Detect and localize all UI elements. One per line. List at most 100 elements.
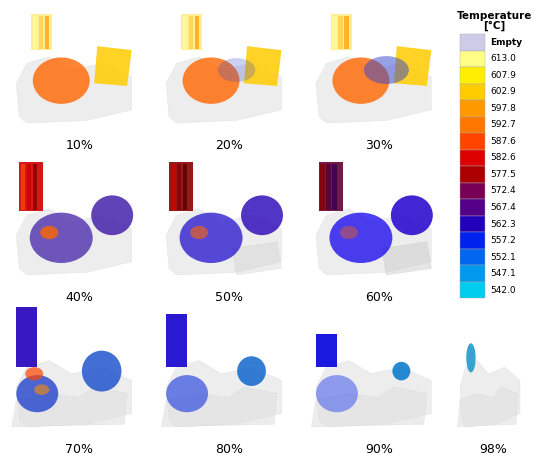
Polygon shape [31, 14, 52, 50]
Bar [460, 67, 485, 84]
Polygon shape [44, 16, 49, 49]
Polygon shape [332, 16, 337, 49]
Text: 40%: 40% [65, 291, 93, 304]
Polygon shape [183, 16, 187, 49]
Polygon shape [16, 361, 132, 427]
Polygon shape [189, 16, 193, 49]
Ellipse shape [316, 375, 358, 412]
Bar [460, 100, 485, 117]
Ellipse shape [40, 226, 58, 239]
Bar [460, 50, 485, 67]
Text: 597.8: 597.8 [490, 104, 516, 113]
Polygon shape [183, 163, 187, 210]
Text: 30%: 30% [365, 139, 393, 152]
Ellipse shape [391, 195, 433, 235]
Polygon shape [345, 16, 349, 49]
Text: 577.5: 577.5 [490, 170, 516, 179]
Ellipse shape [340, 226, 358, 239]
Polygon shape [176, 163, 181, 210]
Polygon shape [332, 163, 337, 210]
Bar [460, 150, 485, 166]
Ellipse shape [25, 367, 43, 381]
Ellipse shape [183, 57, 240, 104]
Ellipse shape [16, 375, 58, 412]
Polygon shape [166, 57, 281, 123]
Text: Empty: Empty [490, 38, 523, 47]
Polygon shape [16, 209, 132, 275]
Polygon shape [27, 163, 31, 210]
Polygon shape [162, 387, 277, 427]
Polygon shape [12, 387, 127, 427]
Text: 10%: 10% [65, 139, 93, 152]
Ellipse shape [332, 57, 389, 104]
Polygon shape [166, 209, 281, 275]
Text: 70%: 70% [65, 443, 93, 456]
Text: 592.7: 592.7 [490, 120, 516, 130]
Ellipse shape [237, 356, 266, 386]
Polygon shape [460, 361, 520, 427]
Text: 557.2: 557.2 [490, 236, 516, 245]
Bar [460, 34, 485, 50]
Text: [°C]: [°C] [483, 20, 505, 31]
Text: 602.9: 602.9 [490, 88, 516, 96]
Bar [460, 199, 485, 216]
Polygon shape [170, 163, 175, 210]
Bar [460, 282, 485, 298]
Ellipse shape [218, 58, 255, 82]
Polygon shape [382, 242, 431, 275]
Ellipse shape [166, 375, 208, 412]
Ellipse shape [30, 213, 93, 263]
Ellipse shape [34, 384, 49, 395]
Bar [460, 216, 485, 232]
Text: 582.6: 582.6 [490, 153, 516, 163]
Polygon shape [16, 294, 37, 367]
Bar [460, 183, 485, 199]
Text: 50%: 50% [215, 291, 243, 304]
Polygon shape [19, 162, 43, 211]
Bar [460, 232, 485, 249]
Polygon shape [232, 242, 281, 275]
Polygon shape [338, 16, 343, 49]
Polygon shape [94, 46, 132, 86]
Ellipse shape [91, 195, 133, 235]
Polygon shape [316, 209, 431, 275]
Ellipse shape [82, 350, 122, 392]
Bar [460, 84, 485, 100]
Polygon shape [181, 14, 202, 50]
Text: 613.0: 613.0 [490, 54, 516, 63]
Text: 547.1: 547.1 [490, 269, 516, 278]
Ellipse shape [33, 57, 90, 104]
Bar [460, 133, 485, 150]
Text: 572.4: 572.4 [490, 187, 516, 195]
Polygon shape [458, 387, 518, 427]
Ellipse shape [190, 226, 208, 239]
Polygon shape [394, 46, 431, 86]
Ellipse shape [392, 362, 411, 381]
Text: 60%: 60% [365, 291, 393, 304]
Text: 607.9: 607.9 [490, 71, 516, 80]
Text: 20%: 20% [215, 139, 243, 152]
Bar [460, 166, 485, 183]
Polygon shape [195, 16, 199, 49]
Text: 587.6: 587.6 [490, 137, 516, 146]
Ellipse shape [180, 213, 242, 263]
Text: 542.0: 542.0 [490, 286, 516, 294]
Polygon shape [33, 16, 37, 49]
Bar [460, 249, 485, 265]
Ellipse shape [364, 56, 409, 84]
Text: 80%: 80% [215, 443, 243, 456]
Polygon shape [319, 162, 343, 211]
Polygon shape [331, 14, 352, 50]
Polygon shape [166, 314, 187, 367]
Ellipse shape [330, 213, 392, 263]
Ellipse shape [241, 195, 283, 235]
Polygon shape [33, 163, 37, 210]
Text: Temperature: Temperature [457, 11, 532, 21]
Polygon shape [244, 46, 281, 86]
Polygon shape [316, 57, 431, 123]
Text: 552.1: 552.1 [490, 252, 516, 262]
Text: 567.4: 567.4 [490, 203, 516, 212]
Bar [460, 117, 485, 133]
Bar [460, 265, 485, 282]
Text: 90%: 90% [365, 443, 393, 456]
